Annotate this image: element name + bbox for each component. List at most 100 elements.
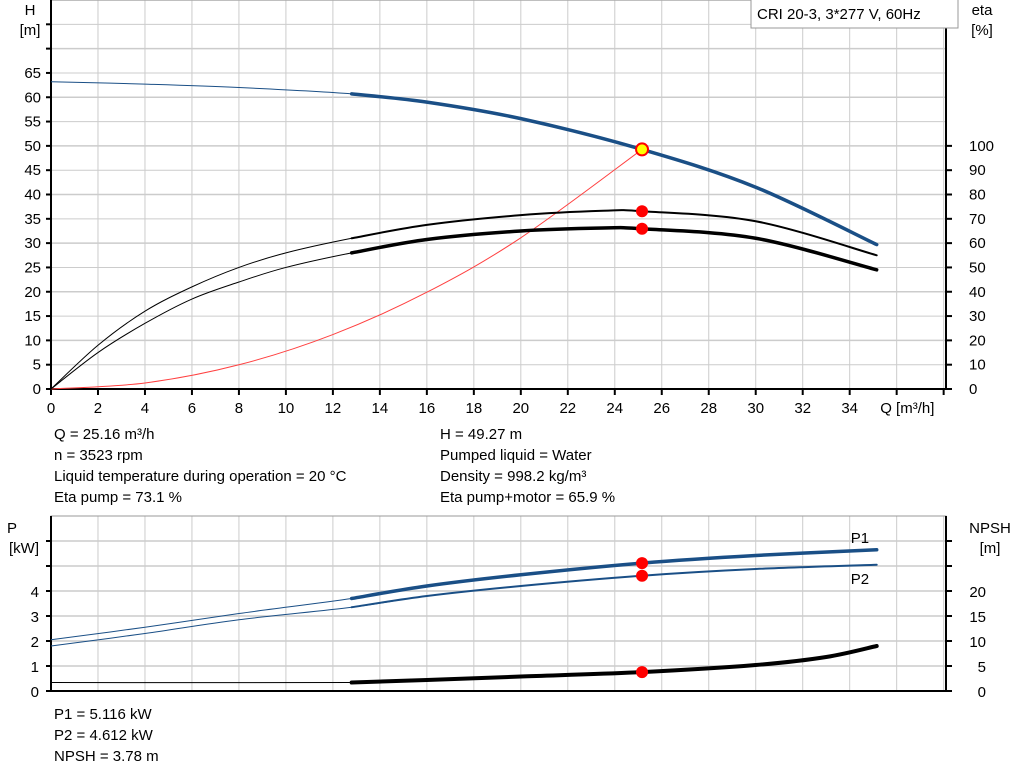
duty-points xyxy=(635,142,650,679)
y-tick-label: 1 xyxy=(31,659,39,676)
y-axis-label: P xyxy=(7,520,17,537)
y-tick-label: 55 xyxy=(24,114,41,131)
y-tick-label: 20 xyxy=(24,284,41,301)
y2-tick-label: 10 xyxy=(969,634,986,651)
x-tick-label: 8 xyxy=(235,400,243,417)
x-tick-label: 4 xyxy=(141,400,149,417)
readout-n: n = 3523 rpm xyxy=(54,447,143,464)
y2-axis-unit: [%] xyxy=(971,22,993,39)
eta-pump-curve-operating xyxy=(350,209,878,257)
x-tick-label: 20 xyxy=(512,400,529,417)
y2-axis-label: eta xyxy=(972,2,994,19)
y2-tick-label: 5 xyxy=(978,659,986,676)
y-axis-unit: [m] xyxy=(20,22,41,39)
top-grid xyxy=(51,0,946,389)
y2-tick-label: 100 xyxy=(969,138,994,155)
x-tick-label: 10 xyxy=(278,400,295,417)
readout-eta-pump: Eta pump = 73.1 % xyxy=(54,489,182,506)
y2-tick-label: 15 xyxy=(969,609,986,626)
x-tick-label: 6 xyxy=(188,400,196,417)
readout-liquid: Pumped liquid = Water xyxy=(440,447,592,464)
p2-curve-operating xyxy=(350,563,878,609)
y2-tick-label: 10 xyxy=(969,357,986,374)
y-tick-label: 30 xyxy=(24,235,41,252)
y2-tick-label: 0 xyxy=(969,381,977,398)
readout-right: H = 49.27 m Pumped liquid = Water Densit… xyxy=(440,424,615,508)
readout-q: Q = 25.16 m³/h xyxy=(54,426,155,443)
p2-label: P2 xyxy=(851,571,869,588)
head-curve-operating xyxy=(349,92,879,247)
title-box: CRI 20-3, 3*277 V, 60Hz xyxy=(750,0,959,29)
x-tick-label: 12 xyxy=(325,400,342,417)
x-tick-label: 2 xyxy=(94,400,102,417)
y2-axis-unit: [m] xyxy=(980,540,1001,557)
y2-tick-label: 50 xyxy=(969,259,986,276)
y-tick-label: 15 xyxy=(24,308,41,325)
readout-npsh: NPSH = 3.78 m xyxy=(54,748,159,765)
title-text: CRI 20-3, 3*277 V, 60Hz xyxy=(757,6,921,23)
eta-pump-motor-curve-operating xyxy=(349,225,879,272)
x-tick-label: 14 xyxy=(372,400,389,417)
readout-h: H = 49.27 m xyxy=(440,426,523,443)
readout-bottom: P1 = 5.116 kW P2 = 4.612 kW NPSH = 3.78 … xyxy=(54,704,159,767)
bottom-grid xyxy=(51,516,946,691)
p1-curve-operating xyxy=(349,548,879,601)
y-tick-label: 5 xyxy=(33,357,41,374)
y-axis-unit: [kW] xyxy=(9,540,39,557)
x-tick-label: 26 xyxy=(653,400,670,417)
readout-p2: P2 = 4.612 kW xyxy=(54,727,153,744)
y2-tick-label: 80 xyxy=(969,187,986,204)
x-tick-label: 28 xyxy=(700,400,717,417)
readout-density: Density = 998.2 kg/m³ xyxy=(440,468,587,485)
y-tick-label: 60 xyxy=(24,89,41,106)
p2-curve xyxy=(50,564,877,647)
curves xyxy=(50,81,879,685)
axis-labels: 0 2 4 6 8 10 12 14 16 18 20 22 24 26 28 30 32 34 Q [m³/h]0… xyxy=(7,2,1011,701)
duty-point-eta-pump xyxy=(636,205,649,218)
y-tick-label: 3 xyxy=(31,609,39,626)
duty-point-p2 xyxy=(636,569,649,582)
y-tick-label: 35 xyxy=(24,211,41,228)
x-tick-label: 18 xyxy=(465,400,482,417)
y-tick-label: 50 xyxy=(24,138,41,155)
y-tick-label: 0 xyxy=(33,381,41,398)
duty-point-npsh xyxy=(636,666,649,679)
y-tick-label: 45 xyxy=(24,162,41,179)
y-tick-label: 0 xyxy=(31,684,39,701)
y2-axis-label: NPSH xyxy=(969,520,1011,537)
x-tick-label: 34 xyxy=(841,400,858,417)
system-curve xyxy=(50,149,643,390)
axes xyxy=(46,0,952,692)
y2-tick-label: 20 xyxy=(969,332,986,349)
bottom-plot-frame xyxy=(50,515,947,692)
y2-tick-label: 90 xyxy=(969,162,986,179)
y-tick-label: 2 xyxy=(31,634,39,651)
y2-tick-label: 70 xyxy=(969,211,986,228)
readout-eta-pump-motor: Eta pump+motor = 65.9 % xyxy=(440,489,616,506)
duty-point-eta-pump-motor xyxy=(636,222,649,235)
y2-tick-label: 40 xyxy=(969,284,986,301)
x-tick-label: 22 xyxy=(559,400,576,417)
x-tick-label: 32 xyxy=(794,400,811,417)
readout-left: Q = 25.16 m³/h n = 3523 rpm Liquid tempe… xyxy=(54,424,346,508)
x-axis-label: Q [m³/h] xyxy=(880,400,934,417)
p1-label: P1 xyxy=(851,530,869,547)
duty-point-p1 xyxy=(636,557,649,570)
readout-p1: P1 = 5.116 kW xyxy=(54,706,152,723)
readout-temp: Liquid temperature during operation = 20… xyxy=(54,468,347,485)
p1-curve xyxy=(50,549,877,641)
y-tick-label: 25 xyxy=(24,259,41,276)
y-axis-label: H xyxy=(25,2,36,19)
y-tick-label: 10 xyxy=(24,332,41,349)
y2-tick-label: 0 xyxy=(978,684,986,701)
y2-tick-label: 20 xyxy=(969,584,986,601)
duty-point-head xyxy=(635,142,650,157)
npsh-curve-operating xyxy=(349,644,879,685)
x-tick-label: 24 xyxy=(606,400,623,417)
y2-tick-label: 60 xyxy=(969,235,986,252)
y-tick-label: 65 xyxy=(24,65,41,82)
y2-tick-label: 30 xyxy=(969,308,986,325)
y-tick-label: 4 xyxy=(31,584,39,601)
x-tick-label: 30 xyxy=(747,400,764,417)
